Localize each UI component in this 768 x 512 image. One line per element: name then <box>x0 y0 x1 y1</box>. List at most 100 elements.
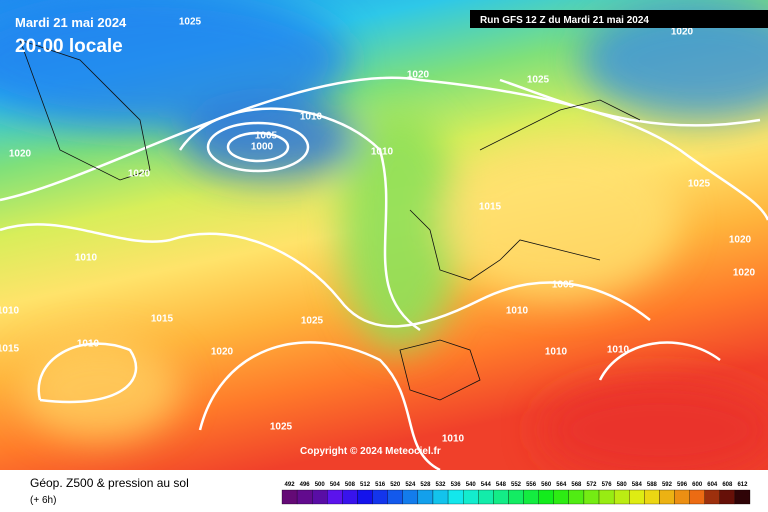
scale-swatch <box>432 489 449 505</box>
scale-label: 596 <box>677 482 688 488</box>
scale-swatch <box>372 489 388 505</box>
isobar-label: 1025 <box>301 316 324 327</box>
isobar-label: 1015 <box>479 202 502 213</box>
scale-label: 532 <box>436 482 447 488</box>
scale-label: 540 <box>466 482 477 488</box>
isobar-label: 1010 <box>371 147 394 158</box>
isobar-label: 1010 <box>607 345 630 356</box>
scale-swatch <box>719 489 736 505</box>
scale-label: 560 <box>541 482 552 488</box>
scale-swatch <box>417 489 434 505</box>
scale-label: 548 <box>496 482 507 488</box>
scale-swatch <box>583 489 600 505</box>
scale-label: 492 <box>285 482 296 488</box>
scale-label: 524 <box>405 482 416 488</box>
scale-label: 528 <box>420 482 431 488</box>
scale-swatch <box>357 489 373 505</box>
isobar-label: 1020 <box>671 27 694 38</box>
footer-title: Géop. Z500 & pression au sol <box>30 476 189 490</box>
isobar-label: 1010 <box>300 112 323 123</box>
date-text: Mardi 21 mai 2024 <box>15 15 127 30</box>
scale-swatch <box>508 489 524 505</box>
color-scale: 492 496 500 504 508 512 516 520 524 528 532 536 540 5… <box>281 482 751 505</box>
scale-swatch <box>538 489 554 505</box>
scale-swatch <box>312 489 328 505</box>
run-text: Run GFS 12 Z du Mardi 21 mai 2024 <box>480 15 649 26</box>
scale-label: 552 <box>511 482 522 488</box>
scale-label: 592 <box>662 482 673 488</box>
scale-swatch <box>598 489 615 505</box>
scale-swatch <box>568 489 585 505</box>
isobar-label: 1020 <box>128 169 151 180</box>
scale-label: 564 <box>556 482 567 488</box>
isobar-label: 1005 <box>552 280 575 291</box>
isobar-label: 1010 <box>77 339 100 350</box>
scale-label: 556 <box>526 482 537 488</box>
scale-swatch <box>523 489 539 505</box>
isobar-label: 1025 <box>270 422 293 433</box>
scale-label: 508 <box>345 482 356 488</box>
scale-label: 608 <box>722 482 733 488</box>
scale-label: 600 <box>692 482 703 488</box>
scale-label: 604 <box>707 482 718 488</box>
scale-label: 496 <box>300 482 311 488</box>
scale-swatch <box>734 489 751 505</box>
scale-label: 516 <box>375 482 386 488</box>
isobar-label: 1015 <box>0 344 20 355</box>
isobar-lines <box>0 76 768 472</box>
isobar-label: 1005 <box>255 131 278 142</box>
scale-swatch <box>553 489 569 505</box>
scale-label: 504 <box>330 482 341 488</box>
scale-swatch <box>342 489 358 505</box>
scale-swatch <box>281 489 298 505</box>
scale-label: 588 <box>647 482 658 488</box>
scale-swatch <box>674 489 690 505</box>
scale-label: 584 <box>632 482 643 488</box>
isobar-label: 1020 <box>9 149 32 160</box>
run-banner <box>470 10 768 28</box>
scale-label: 612 <box>737 482 748 488</box>
scale-label: 536 <box>451 482 462 488</box>
isobar-label: 1015 <box>151 314 174 325</box>
isobar-label: 1020 <box>407 70 430 81</box>
scale-label: 544 <box>481 482 492 488</box>
scale-swatch <box>447 489 464 505</box>
scale-label: 520 <box>390 482 401 488</box>
scale-label: 576 <box>602 482 613 488</box>
isobar-label: 1010 <box>506 306 529 317</box>
scale-swatch <box>387 489 403 505</box>
scale-label: 572 <box>586 482 597 488</box>
scale-label: 500 <box>315 482 326 488</box>
isobar-label: 1020 <box>211 347 234 358</box>
footer-lead: (+ 6h) <box>30 495 56 506</box>
scale-swatch <box>704 489 720 505</box>
isobar-label: 1020 <box>729 235 752 246</box>
coastlines <box>19 39 641 401</box>
copyright: Copyright © 2024 Meteociel.fr <box>300 446 441 457</box>
field-shapes <box>0 0 768 480</box>
scale-swatch <box>478 489 494 505</box>
isobar-label: 1025 <box>688 179 711 190</box>
isobar-label: 1010 <box>0 306 20 317</box>
scale-swatch <box>629 489 645 505</box>
scale-swatch <box>327 489 343 505</box>
isobar-label: 1010 <box>442 434 465 445</box>
isobar-label: 1020 <box>733 268 756 279</box>
scale-swatch <box>689 489 705 505</box>
scale-swatch <box>402 489 419 505</box>
scale-label: 580 <box>617 482 628 488</box>
isobar-label: 1010 <box>75 253 98 264</box>
isobar-label: 1025 <box>179 17 202 28</box>
scale-swatch <box>659 489 675 505</box>
isobar-label: 1010 <box>545 347 568 358</box>
isobar-label: 1025 <box>527 75 550 86</box>
scale-label: 512 <box>360 482 371 488</box>
scale-swatch <box>493 489 509 505</box>
isobar-label: 1000 <box>251 142 274 153</box>
scale-swatch <box>296 489 313 505</box>
scale-swatch <box>463 489 479 505</box>
scale-label: 568 <box>571 482 582 488</box>
scale-swatch <box>644 489 660 505</box>
